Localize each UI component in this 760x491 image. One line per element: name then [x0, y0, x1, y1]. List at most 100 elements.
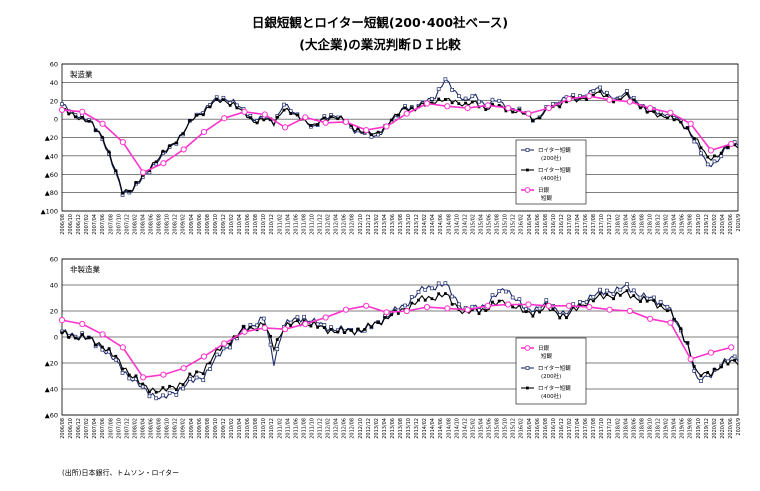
x-tick-label: 2007/10: [116, 214, 122, 235]
data-point: [107, 150, 111, 154]
x-tick-label: 2014/10: [454, 214, 460, 235]
data-point: [383, 123, 390, 130]
x-tick-label: 2017/08: [591, 418, 597, 439]
legend-label: 日銀: [538, 344, 550, 352]
data-point: [444, 305, 451, 312]
x-tick-label: 2008/08: [157, 418, 163, 439]
x-tick-label: 2014/08: [446, 418, 452, 439]
data-point: [464, 306, 471, 313]
x-tick-label: 2010/12: [269, 418, 275, 439]
data-point: [140, 384, 145, 389]
data-point: [268, 342, 273, 347]
data-point: [551, 307, 555, 311]
x-tick-label: 2011/12: [318, 418, 324, 439]
data-point: [639, 300, 642, 303]
data-point: [728, 344, 735, 351]
data-point: [322, 116, 326, 120]
data-point: [80, 333, 84, 336]
data-point: [269, 334, 272, 338]
data-point: [713, 367, 716, 371]
data-point: [74, 115, 77, 119]
data-point: [443, 77, 448, 82]
x-tick-label: 2008/02: [132, 418, 138, 439]
data-point: [376, 130, 380, 134]
data-point: [343, 331, 346, 335]
data-point: [586, 93, 593, 100]
x-tick-label: 2015/06: [487, 418, 493, 439]
x-tick-label: 2009/02: [181, 418, 187, 439]
data-point: [309, 324, 313, 328]
data-point: [140, 169, 147, 176]
data-point: [524, 307, 528, 311]
data-point: [517, 108, 521, 112]
y-tick-label: 20: [50, 97, 58, 105]
data-point: [544, 298, 549, 303]
data-point: [141, 382, 145, 386]
data-point: [261, 316, 266, 321]
legend: ロイター短観(200社)ロイター短観(400社)日銀短観: [515, 139, 587, 205]
data-point: [120, 371, 125, 375]
x-tick-label: 2020/9: [736, 418, 742, 436]
data-point: [491, 300, 494, 304]
data-point: [180, 146, 187, 153]
x-tick-label: 2007/12: [124, 214, 130, 235]
data-point: [692, 139, 697, 144]
x-tick-label: 2014/06: [438, 418, 444, 439]
data-point: [119, 138, 126, 146]
data-point: [363, 328, 367, 331]
data-point: [67, 336, 71, 339]
data-point: [289, 112, 293, 115]
data-point: [58, 317, 66, 324]
x-tick-label: 2020/06: [728, 214, 734, 235]
data-point: [79, 108, 86, 115]
data-point: [625, 289, 629, 293]
x-tick-label: 2019/06: [680, 214, 686, 235]
x-tick-label: 2016/04: [527, 418, 533, 439]
x-tick-label: 2015/02: [470, 214, 476, 235]
data-point: [228, 104, 232, 107]
source-note: (出所)日本銀行、トムソン・ロイター: [62, 469, 180, 477]
data-point: [625, 89, 629, 93]
data-point: [154, 390, 158, 394]
data-point: [504, 289, 508, 294]
series-line: [61, 90, 739, 195]
data-point: [363, 127, 370, 134]
data-point: [497, 103, 501, 107]
data-point: [58, 106, 66, 114]
data-point: [349, 328, 353, 332]
data-point: [396, 312, 400, 315]
data-point: [470, 308, 474, 312]
data-point: [672, 317, 676, 321]
x-tick-label: 2017/10: [599, 214, 605, 235]
x-tick-label: 2014/08: [446, 214, 452, 235]
data-point: [370, 325, 373, 329]
x-tick-label: 2008/10: [165, 418, 171, 439]
x-tick-label: 2018/02: [615, 418, 621, 439]
x-tick-label: 2013/12: [414, 418, 420, 439]
x-tick-label: 2010/06: [245, 214, 251, 235]
x-tick-label: 2014/04: [430, 214, 436, 235]
data-point: [571, 93, 576, 97]
x-tick-label: 2011/06: [293, 214, 299, 235]
x-tick-label: 2007/02: [84, 418, 90, 439]
data-point: [484, 108, 488, 112]
x-tick-label: 2018/02: [615, 214, 621, 235]
data-point: [586, 304, 593, 311]
data-point: [87, 119, 91, 123]
data-point: [686, 126, 689, 130]
data-point: [221, 346, 226, 351]
data-point: [699, 374, 703, 378]
data-point: [713, 154, 716, 158]
x-tick-label: 2011/02: [277, 214, 283, 235]
data-point: [665, 304, 670, 309]
x-tick-label: 2014/12: [462, 214, 468, 235]
x-tick-label: 2016/06: [535, 418, 541, 439]
x-tick-label: 2007/10: [116, 418, 122, 439]
x-tick-label: 2018/10: [647, 418, 653, 439]
x-tick-label: 2006/10: [68, 418, 74, 439]
data-point: [645, 110, 649, 114]
y-tick-label: ▲20: [45, 134, 58, 142]
x-tick-label: 2006/12: [76, 214, 82, 235]
x-tick-label: 2009/04: [189, 418, 195, 439]
data-point: [302, 314, 306, 319]
